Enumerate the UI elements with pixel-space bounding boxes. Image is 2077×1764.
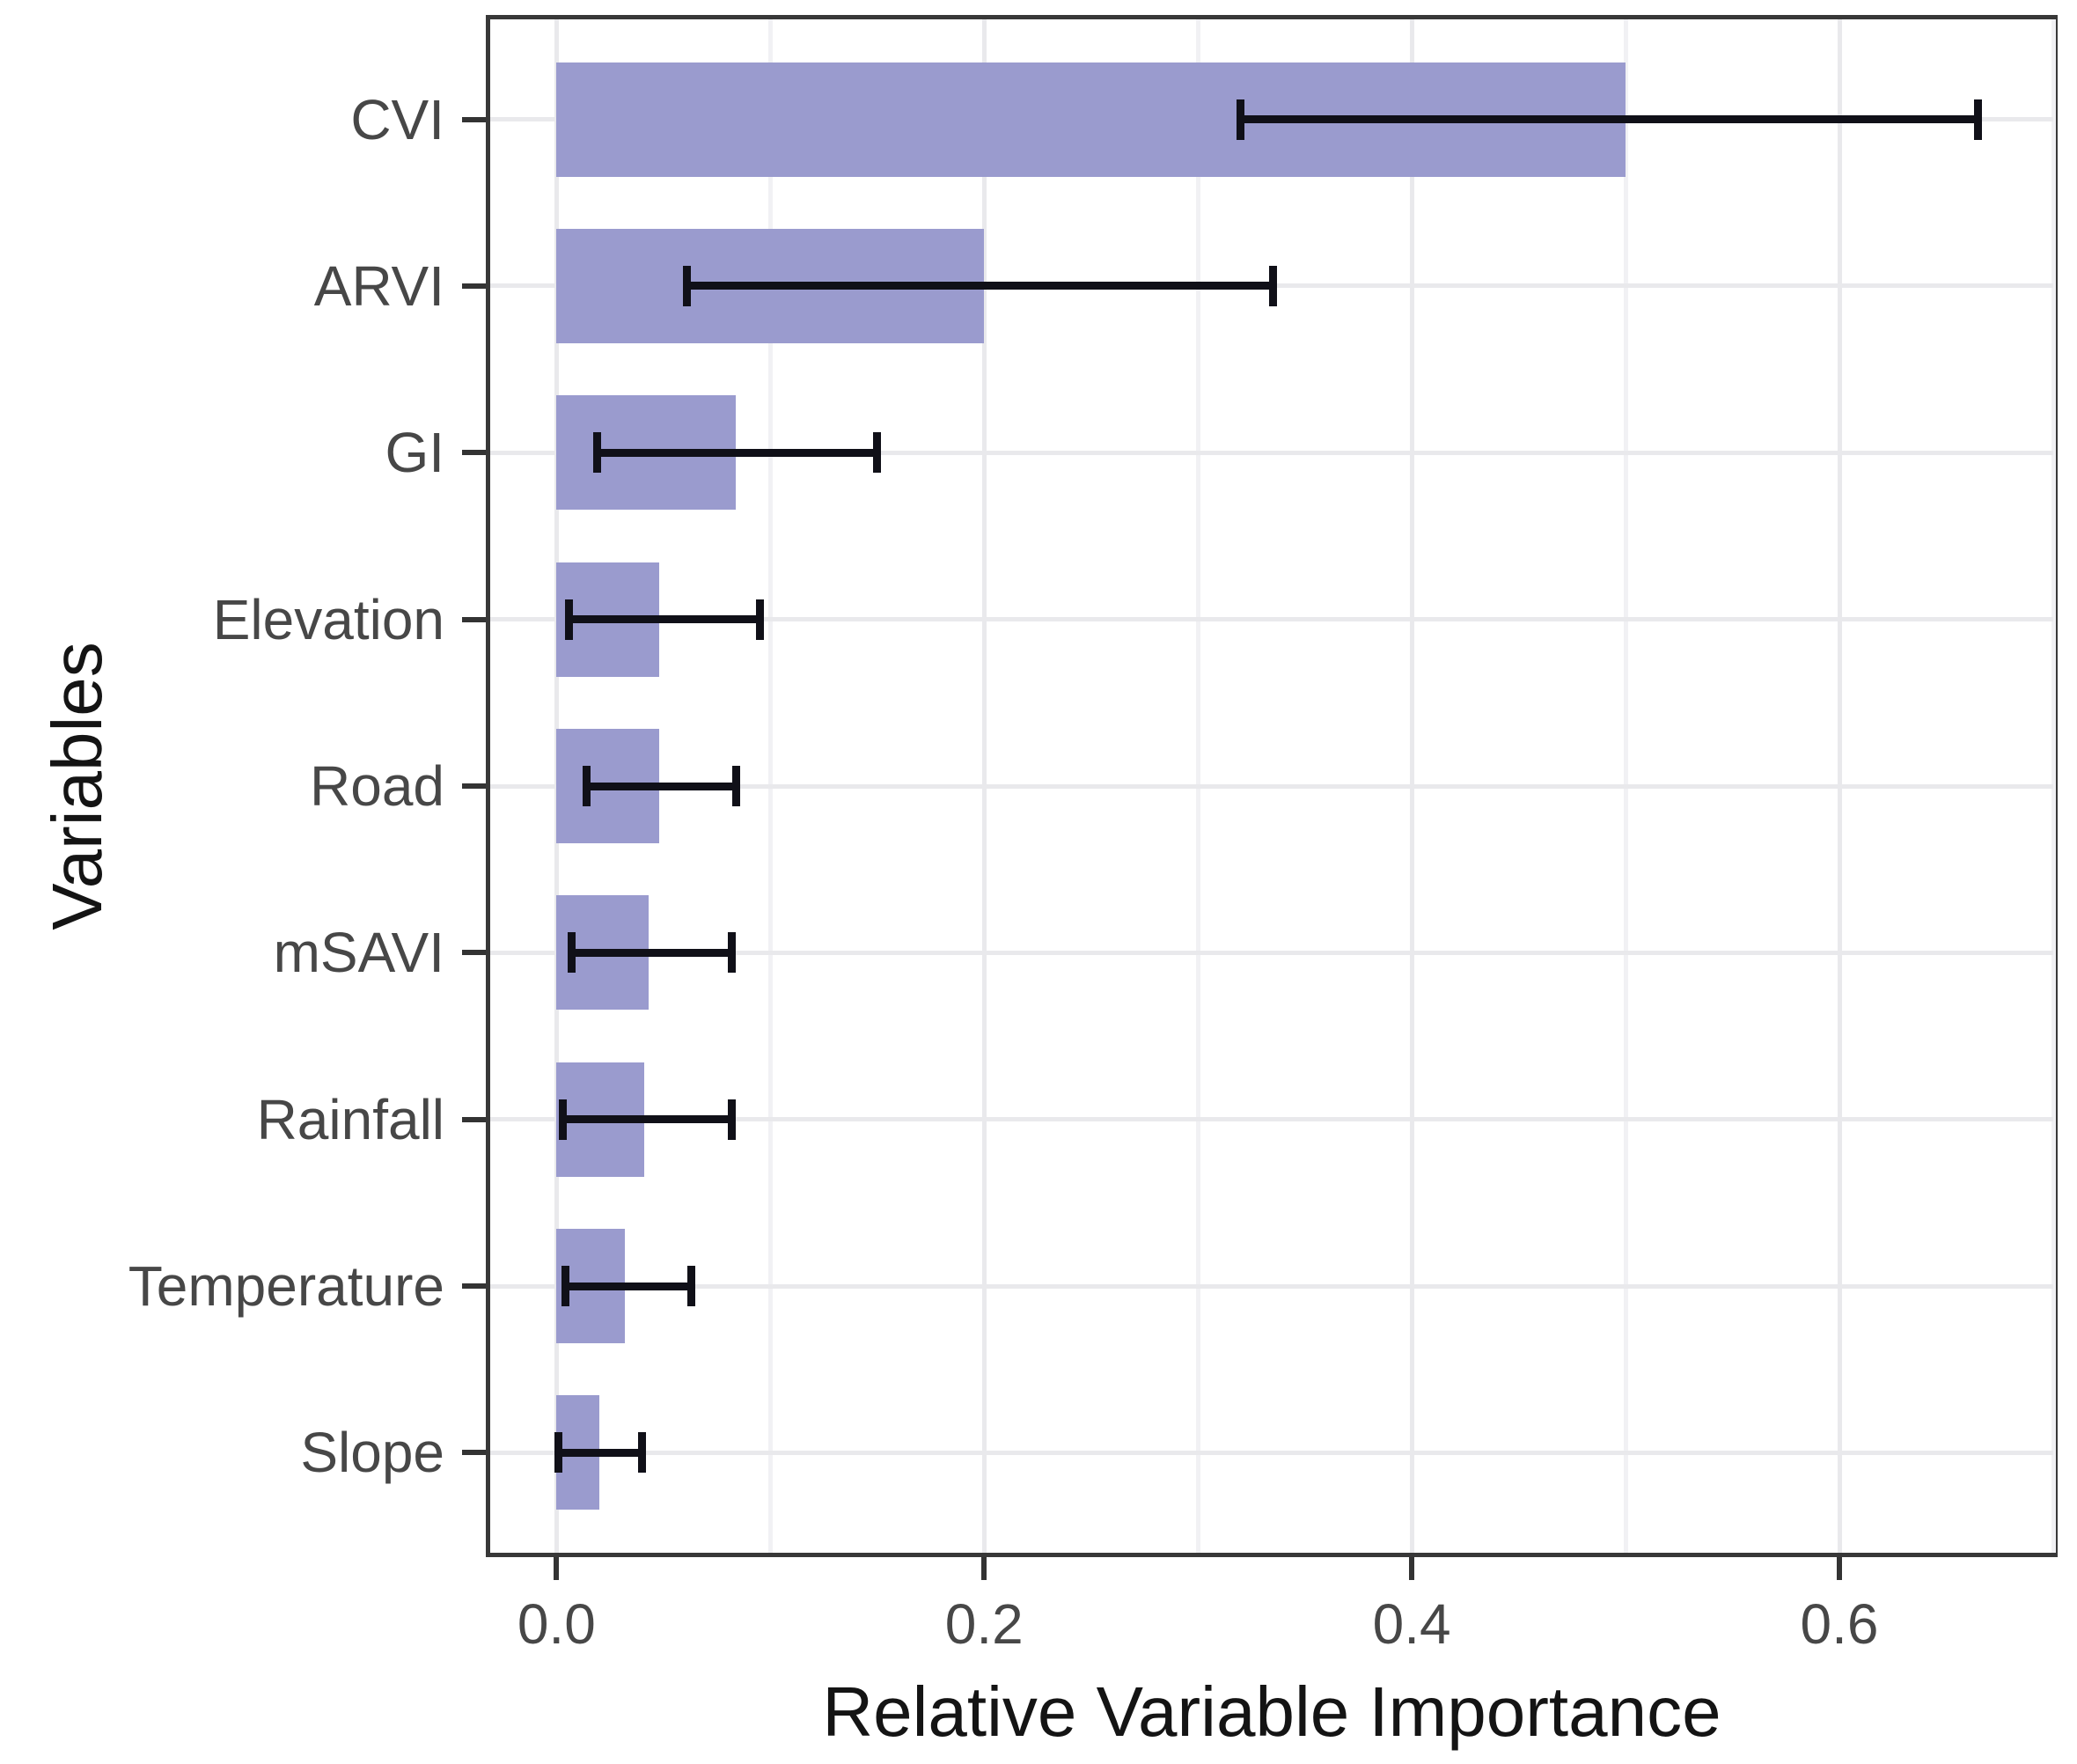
- y-axis-tick-road: [462, 783, 486, 789]
- error-cap-high-temperature: [686, 1266, 695, 1307]
- error-cap-high-slope: [637, 1432, 646, 1474]
- x-axis-title: Relative Variable Importance: [822, 1672, 1721, 1751]
- y-axis-label-gi: GI: [385, 421, 444, 485]
- y-axis-label-slope: Slope: [300, 1421, 444, 1485]
- error-cap-low-arvi: [683, 265, 692, 306]
- y-axis-tick-gi: [462, 450, 486, 456]
- error-cap-high-elevation: [755, 599, 764, 640]
- x-axis-tick-0.4: [1409, 1557, 1415, 1580]
- error-bar-temperature: [565, 1282, 692, 1290]
- grid-major-y-msavi: [490, 950, 2053, 955]
- x-axis-tick-0.0: [554, 1557, 560, 1580]
- y-axis-tick-cvi: [462, 116, 486, 122]
- plot-panel: [486, 15, 2058, 1557]
- error-cap-high-rainfall: [728, 1099, 737, 1140]
- error-cap-high-cvi: [1974, 99, 1983, 140]
- error-cap-high-arvi: [1268, 265, 1277, 306]
- y-axis-tick-slope: [462, 1450, 486, 1456]
- y-axis-tick-msavi: [462, 950, 486, 956]
- error-bar-slope: [558, 1448, 642, 1457]
- error-bar-cvi: [1240, 115, 1978, 124]
- error-cap-low-msavi: [567, 932, 576, 974]
- y-axis-label-road: Road: [310, 754, 444, 818]
- grid-major-y-slope: [490, 1450, 2053, 1455]
- error-bar-elevation: [569, 615, 760, 624]
- error-bar-msavi: [571, 948, 732, 957]
- error-cap-low-road: [582, 766, 591, 806]
- grid-major-y-temperature: [490, 1283, 2053, 1289]
- error-bar-rainfall: [562, 1115, 732, 1124]
- error-bar-arvi: [686, 282, 1273, 290]
- y-axis-label-rainfall: Rainfall: [256, 1087, 444, 1151]
- error-cap-high-gi: [873, 432, 882, 474]
- y-axis-label-temperature: Temperature: [128, 1254, 444, 1319]
- y-axis-tick-temperature: [462, 1283, 486, 1290]
- y-axis-tick-arvi: [462, 283, 486, 289]
- error-bar-road: [586, 782, 737, 790]
- y-axis-label-elevation: Elevation: [212, 587, 444, 651]
- y-axis-label-cvi: CVI: [350, 87, 444, 151]
- x-axis-tick-0.2: [981, 1557, 987, 1580]
- error-cap-high-msavi: [728, 932, 737, 974]
- error-cap-low-elevation: [565, 599, 574, 640]
- x-axis-label-0.4: 0.4: [1372, 1592, 1451, 1656]
- x-axis-tick-0.6: [1837, 1557, 1843, 1580]
- plot-area: [490, 19, 2056, 1553]
- y-axis-label-msavi: mSAVI: [273, 921, 444, 985]
- y-axis-tick-rainfall: [462, 1116, 486, 1122]
- error-cap-low-gi: [592, 432, 601, 474]
- grid-major-y-rainfall: [490, 1117, 2053, 1122]
- x-axis-label-0.2: 0.2: [944, 1592, 1024, 1656]
- error-cap-high-road: [731, 766, 740, 806]
- error-cap-low-rainfall: [559, 1099, 568, 1140]
- x-axis-label-0.6: 0.6: [1800, 1592, 1879, 1656]
- error-bar-gi: [597, 448, 877, 457]
- grid-major-y-elevation: [490, 617, 2053, 622]
- error-cap-low-slope: [554, 1432, 563, 1474]
- grid-major-y-gi: [490, 450, 2053, 455]
- x-axis-label-0.0: 0.0: [517, 1592, 596, 1656]
- error-cap-low-temperature: [561, 1266, 569, 1307]
- error-cap-low-cvi: [1237, 99, 1245, 140]
- grid-major-y-road: [490, 783, 2053, 789]
- y-axis-tick-elevation: [462, 616, 486, 622]
- y-axis-label-arvi: ARVI: [313, 254, 444, 318]
- grid-minor-x-0.7: [2051, 19, 2056, 1553]
